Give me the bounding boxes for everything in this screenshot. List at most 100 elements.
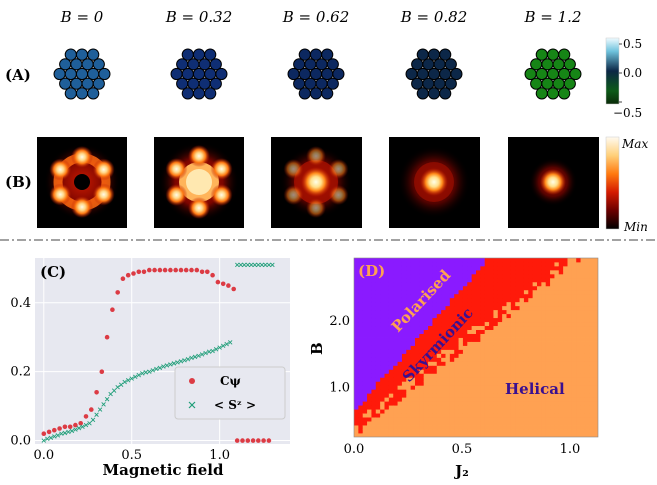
- density-map-3: [271, 137, 362, 228]
- phase-cell: [393, 273, 398, 279]
- phase-cell: [401, 381, 407, 386]
- phase-cell: [541, 273, 547, 279]
- phase-cell: [354, 297, 359, 303]
- phase-cell: [449, 329, 455, 334]
- phase-cell: [445, 313, 451, 319]
- phase-cell: [502, 397, 507, 402]
- phase-cell: [563, 281, 568, 287]
- phase-cell: [436, 277, 442, 283]
- phase-cell: [415, 377, 420, 382]
- phase-cell: [419, 333, 425, 338]
- phase-cell: [449, 357, 455, 362]
- phase-cell: [419, 385, 425, 390]
- phase-cell: [480, 281, 486, 287]
- phase-cell: [554, 313, 560, 319]
- phase-cell: [401, 385, 407, 390]
- phase-cell: [506, 349, 512, 354]
- phase-cell: [545, 421, 551, 426]
- phase-cell: [454, 258, 459, 263]
- phase-cell: [484, 369, 490, 374]
- phase-cell: [519, 377, 525, 382]
- phase-cell: [532, 385, 538, 390]
- phase-cell: [401, 433, 407, 437]
- phase-cell: [493, 325, 499, 330]
- phase-cell: [432, 429, 438, 434]
- phase-cell: [506, 329, 512, 334]
- phase-cell: [528, 329, 534, 334]
- phase-cell: [432, 425, 438, 430]
- phase-cell: [502, 309, 507, 315]
- phase-cell: [441, 365, 446, 370]
- phase-cell: [506, 293, 512, 299]
- phase-cell: [476, 258, 481, 263]
- phase-cell: [471, 261, 477, 267]
- phase-cell: [550, 345, 555, 350]
- phase-cell: [471, 297, 477, 303]
- phase-cell: [584, 397, 590, 402]
- phase-cell: [406, 377, 412, 382]
- phase-cell: [510, 417, 516, 422]
- phase-cell: [584, 385, 590, 390]
- phase-cell: [523, 301, 529, 307]
- phase-cell: [445, 369, 451, 374]
- phase-cell: [523, 258, 529, 263]
- phase-cell: [428, 261, 433, 267]
- phase-cell: [493, 269, 499, 275]
- phase-cell: [423, 289, 429, 295]
- phase-cell: [571, 345, 577, 350]
- phase-cell: [401, 265, 407, 271]
- phase-cell: [393, 329, 398, 334]
- phase-cell: [528, 258, 534, 263]
- phase-cell: [523, 429, 529, 434]
- phase-cell: [480, 317, 486, 323]
- phase-cell: [462, 269, 468, 275]
- phase-cell: [415, 265, 420, 271]
- phase-cell: [380, 385, 385, 390]
- phase-cell: [462, 357, 468, 362]
- phase-cell: [484, 429, 490, 434]
- phase-cell: [489, 269, 494, 275]
- phase-cell: [580, 333, 586, 338]
- density-spot: [306, 198, 326, 218]
- phase-cell: [480, 285, 486, 291]
- phase-cell: [545, 373, 551, 378]
- phase-cell: [415, 258, 420, 263]
- phase-cell: [428, 413, 433, 418]
- phase-cell: [580, 349, 586, 354]
- phase-cell: [523, 413, 529, 418]
- phase-cell: [537, 293, 542, 299]
- row-b-colorbar: Max Min: [605, 136, 648, 234]
- phase-cell: [441, 293, 446, 299]
- phase-cell: [367, 281, 372, 287]
- phase-cell: [362, 425, 368, 430]
- phase-cell: [393, 425, 398, 430]
- phase-cell: [406, 361, 412, 366]
- phase-cell: [580, 357, 586, 362]
- phase-cell: [441, 385, 446, 390]
- density-spot: [49, 158, 72, 181]
- phase-cell: [580, 341, 586, 346]
- phase-cell: [558, 261, 564, 267]
- phase-cell: [419, 293, 425, 299]
- phase-cell: [393, 357, 398, 362]
- panel-d-xtick: 0.5: [452, 442, 473, 457]
- panel-d-xlabel: J₂: [453, 462, 469, 480]
- phase-cell: [550, 337, 555, 342]
- phase-cell: [415, 261, 420, 267]
- phase-cell: [489, 321, 494, 327]
- phase-cell: [523, 317, 529, 323]
- phase-cell: [462, 297, 468, 303]
- phase-cell: [462, 301, 468, 307]
- phase-cell: [497, 305, 503, 311]
- phase-cell: [567, 281, 573, 287]
- phase-cell: [506, 345, 512, 350]
- phase-cell: [558, 321, 564, 327]
- phase-cell: [510, 269, 516, 275]
- phase-cell: [415, 289, 420, 295]
- phase-cell: [537, 405, 542, 410]
- phase-cell: [401, 301, 407, 307]
- phase-cell: [358, 277, 364, 283]
- phase-cell: [528, 385, 534, 390]
- phase-cell: [563, 409, 568, 414]
- phase-cell: [519, 413, 525, 418]
